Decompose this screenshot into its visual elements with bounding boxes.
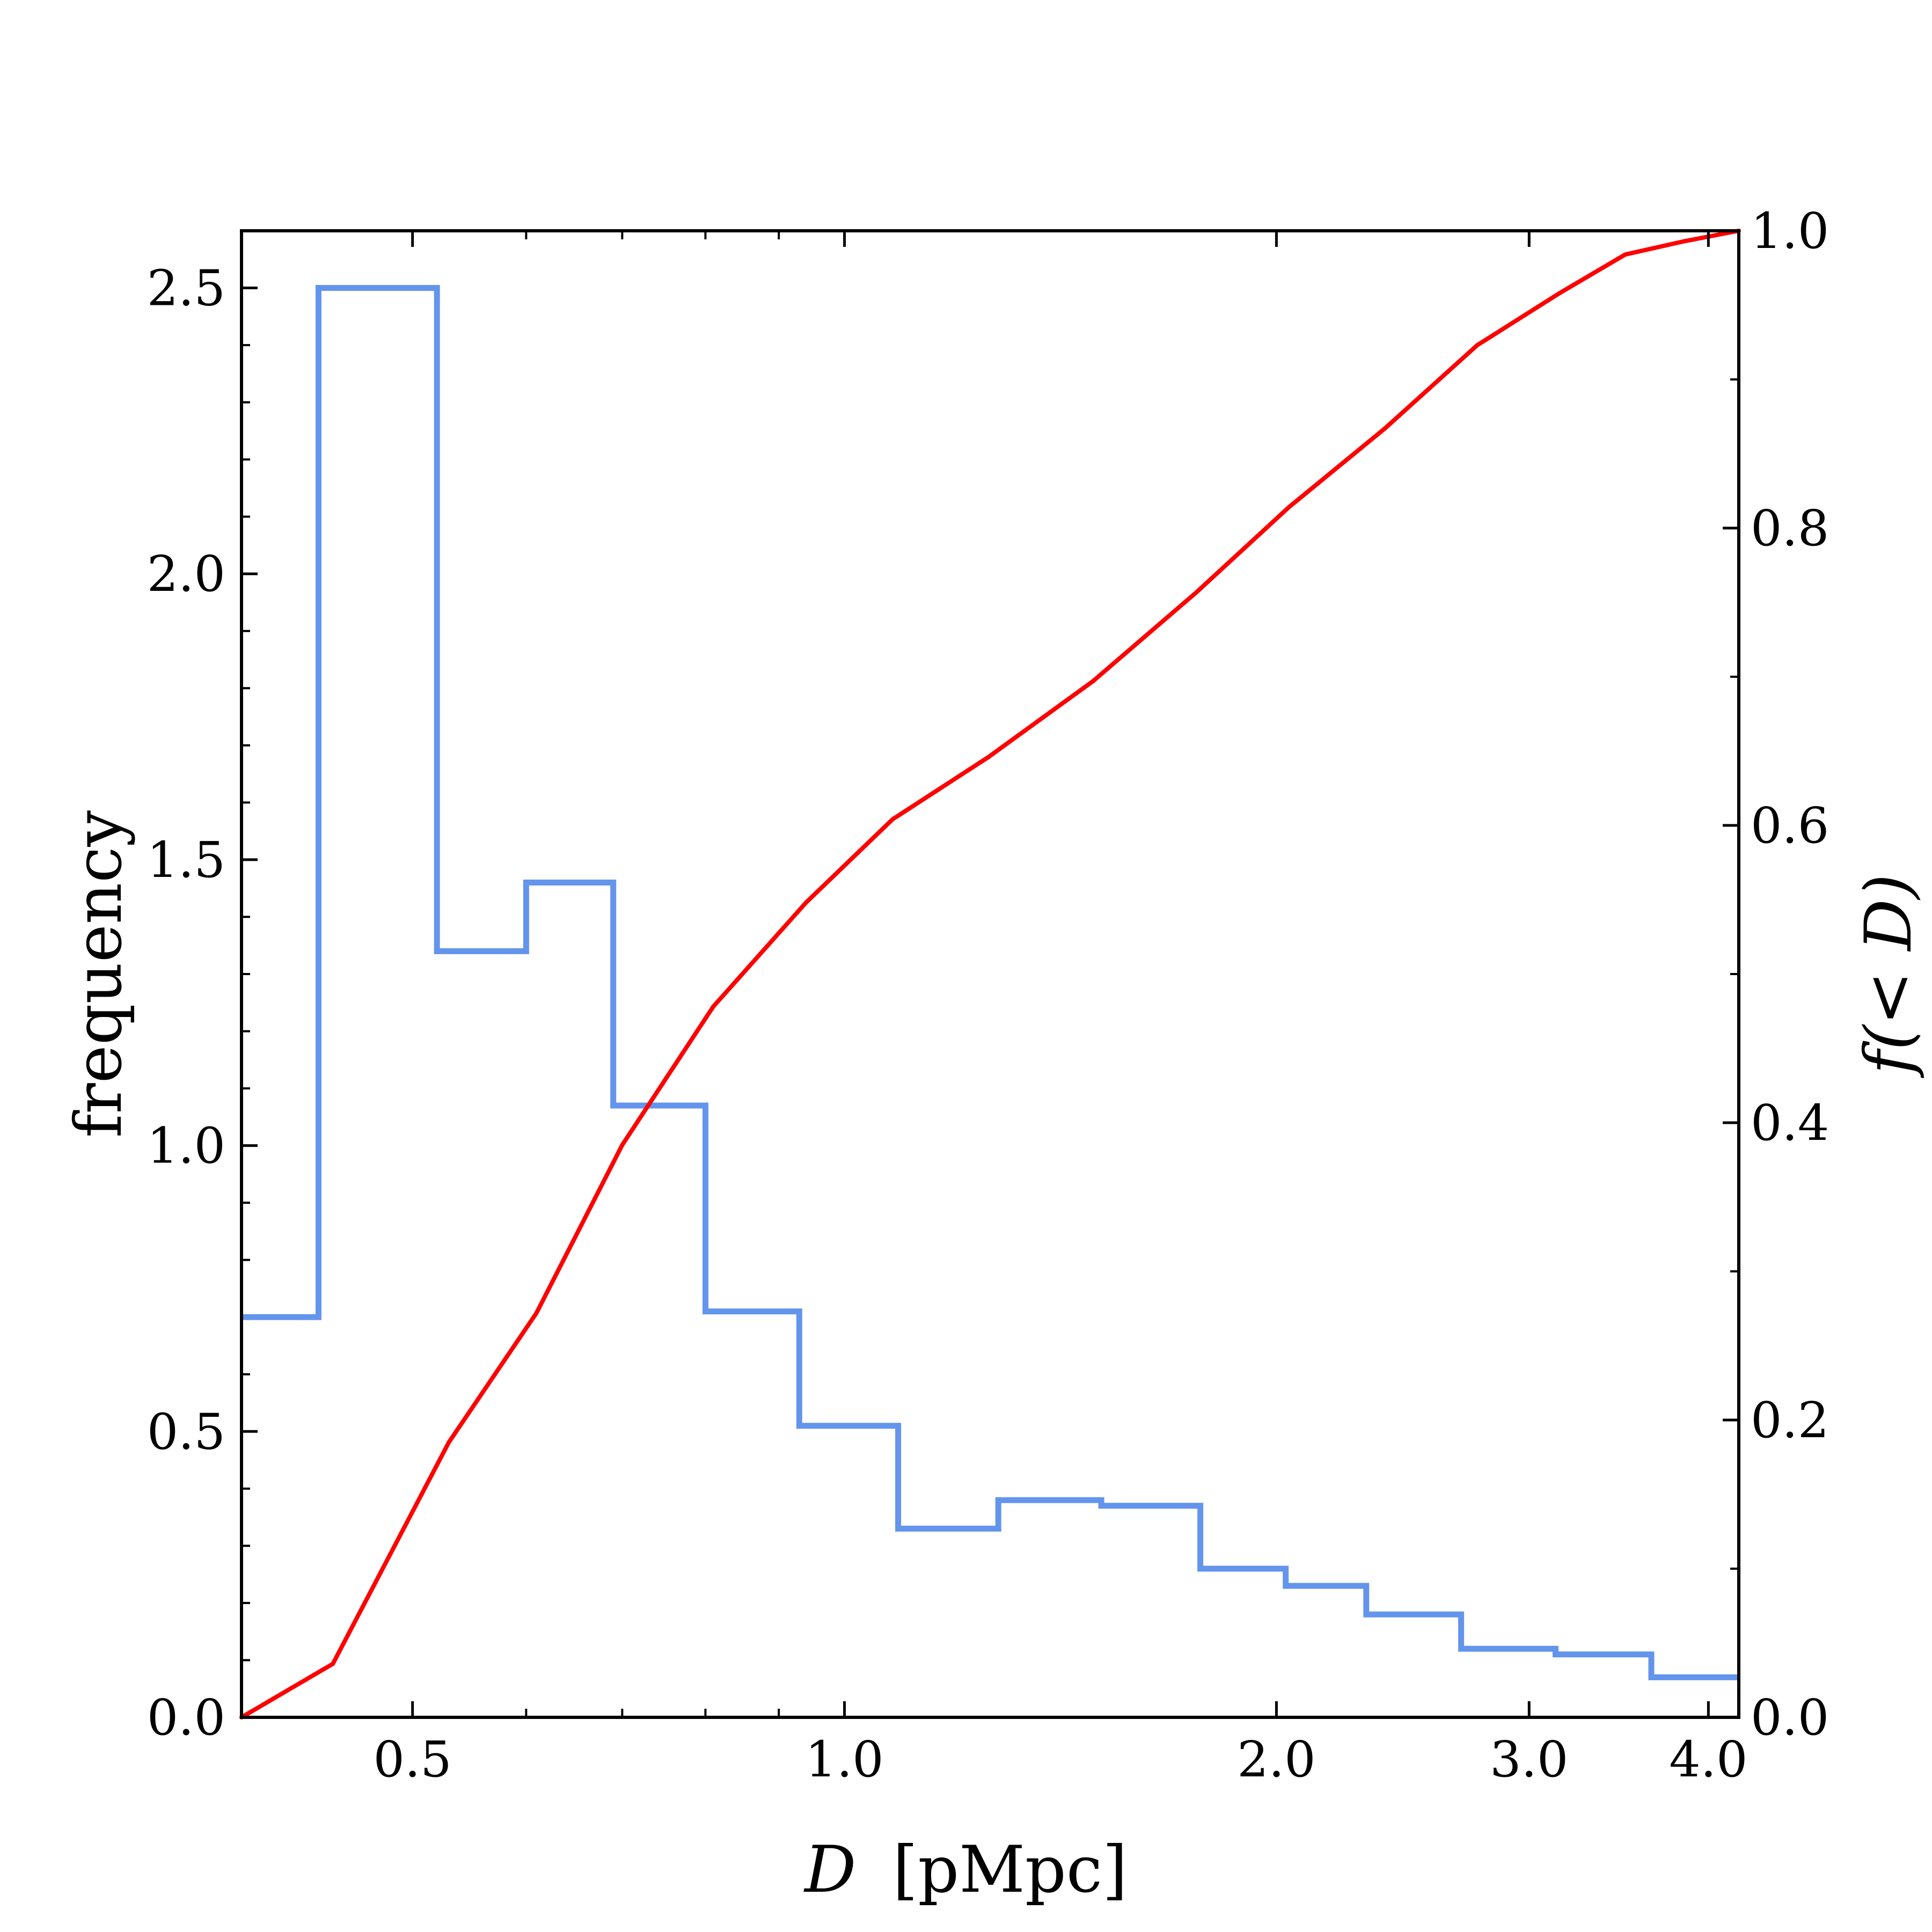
- histogram-bin: [1101, 1506, 1200, 1717]
- histogram-bin: [437, 951, 526, 1717]
- y-right-tick-label: 0.2: [1751, 1392, 1829, 1449]
- y-left-tick-label: 1.5: [147, 831, 225, 889]
- histogram-bin: [1201, 1569, 1286, 1717]
- cumulative-point: [447, 1440, 451, 1445]
- x-tick-label: 1.0: [805, 1731, 883, 1788]
- y-left-tick-label: 0.5: [147, 1403, 225, 1460]
- cumulative-point: [1091, 679, 1095, 684]
- y-left-tick-label: 2.0: [147, 545, 225, 603]
- x-tick-label: 2.0: [1237, 1731, 1315, 1788]
- cumulative-point: [331, 1662, 335, 1666]
- x-axis-variable: D: [803, 1833, 856, 1907]
- cumulative-point: [1382, 426, 1387, 431]
- y-right-axis-title: f(< D): [1851, 874, 1926, 1079]
- y-right-tick-label: 0.8: [1751, 500, 1829, 557]
- cumulative-point: [890, 817, 895, 822]
- x-axis-unit: [pMpc]: [893, 1833, 1128, 1907]
- y-right-tick-label: 1.0: [1751, 202, 1829, 260]
- x-tick-label: 4.0: [1669, 1731, 1747, 1788]
- cumulative-point: [534, 1311, 539, 1315]
- y-left-tick-label: 2.5: [147, 260, 225, 317]
- histogram-series: [241, 285, 1739, 1680]
- cumulative-point: [711, 1004, 715, 1009]
- cumulative-point: [620, 1143, 625, 1147]
- histogram-bin: [1286, 1586, 1366, 1717]
- cumulative-point: [1682, 239, 1687, 244]
- histogram-bin: [1556, 1655, 1651, 1717]
- x-tick-label: 0.5: [374, 1731, 452, 1788]
- histogram-bin: [799, 1426, 898, 1717]
- histogram-bin: [998, 1500, 1101, 1717]
- tick-layer: 0.5 1.0 2.0 3.0 4.00.00.51.01.52.02.50.00.20…: [147, 202, 1829, 1788]
- cumulative-point: [1475, 343, 1480, 348]
- histogram-bin: [613, 1106, 706, 1717]
- histogram-bin: [705, 1312, 799, 1717]
- y-right-tick-label: 0.6: [1751, 797, 1829, 854]
- histogram-bin: [526, 883, 613, 1717]
- x-axis-title: D [pMpc]: [803, 1833, 1128, 1907]
- histogram-bin: [241, 1317, 319, 1717]
- cumulative-series: [240, 229, 1739, 1719]
- cumulative-point: [1623, 252, 1628, 257]
- cumulative-point: [986, 755, 991, 759]
- y-right-tick-label: 0.0: [1751, 1689, 1829, 1746]
- plot-frame: [240, 229, 1740, 1719]
- histogram-layer: [241, 285, 1739, 1717]
- x-tick-label: 3.0: [1490, 1731, 1568, 1788]
- histogram-bin: [1651, 1677, 1739, 1717]
- y-left-axis-title: frequency: [62, 810, 136, 1138]
- cumulative-point: [803, 901, 808, 905]
- y-left-tick-label: 0.0: [147, 1689, 225, 1746]
- cumulative-point: [1557, 291, 1562, 296]
- y-right-tick-label: 0.4: [1751, 1094, 1829, 1152]
- histogram-bin: [898, 1528, 999, 1717]
- cumulative-point: [1286, 505, 1291, 510]
- histogram-bin: [1366, 1614, 1461, 1717]
- cumulative-point: [1195, 590, 1199, 595]
- y-left-tick-label: 1.0: [147, 1117, 225, 1175]
- histogram-bin: [1461, 1649, 1556, 1717]
